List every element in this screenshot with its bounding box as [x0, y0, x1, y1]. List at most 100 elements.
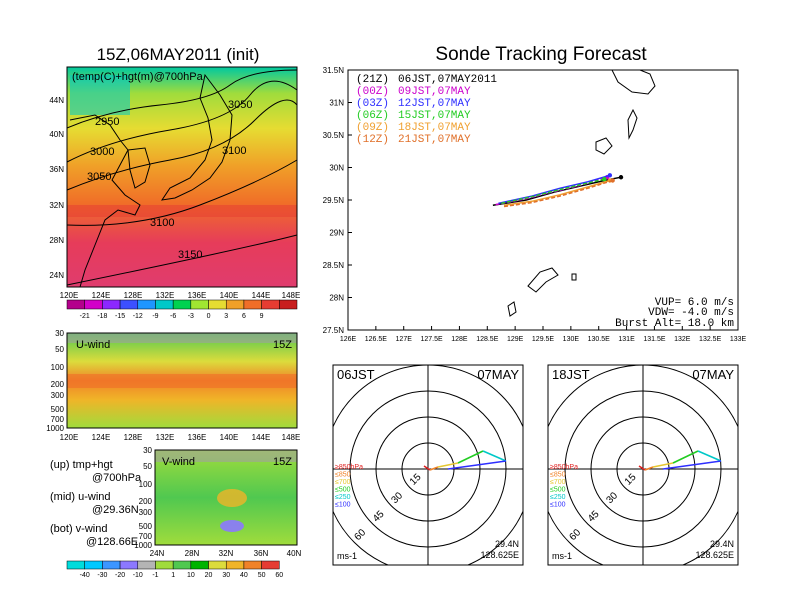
contour-2950 [66, 69, 298, 129]
temp-colorbar-label: -3 [188, 313, 194, 320]
cold-patch [70, 75, 130, 115]
wind-colorbar-label: -40 [80, 572, 90, 579]
legend-tag: (09Z) [356, 122, 389, 134]
u-lon-ticks: 120E 124E 128E 132E 136E 140E 144E 148E [60, 433, 301, 442]
hodograph-segment [652, 462, 674, 468]
track-lon-tick: 128.5E [476, 336, 499, 343]
map-lat-ticks: 44N 40N 36N 32N 28N 24N [49, 96, 64, 280]
hodograph-level-label: ≤500 [550, 487, 566, 494]
coastline [69, 114, 141, 288]
track-line-3 [501, 178, 605, 205]
track-endpoint [618, 175, 624, 180]
temp-colorbar-label: 3 [224, 313, 228, 320]
legend-time: 21JST,07MAY [398, 134, 471, 146]
wind-colorbar-swatch [190, 560, 209, 570]
hodograph-segment [457, 450, 484, 464]
temp-colorbar-label: 9 [260, 313, 264, 320]
v-wind-time: 15Z [273, 456, 292, 468]
track-lat-tick: 28N [329, 294, 344, 303]
wind-colorbar-label: 40 [240, 572, 248, 579]
hodograph-level-label: ≤250 [550, 494, 566, 501]
map-lat-tick: 32N [49, 201, 64, 210]
u-lon-tick: 140E [220, 433, 239, 442]
contour-3100 [66, 159, 298, 226]
map-lon-tick: 128E [124, 291, 143, 300]
track-endpoint [602, 177, 607, 182]
u-wind-frame [66, 332, 298, 429]
track-endpoint [610, 178, 615, 183]
wind-colorbar-swatch [155, 560, 174, 570]
temp-colorbar-swatch [172, 299, 192, 310]
v-p-tick: 50 [143, 462, 152, 471]
legend-time: 06JST,07MAY2011 [398, 74, 497, 86]
hodograph-segment [644, 466, 654, 471]
u-p-tick: 500 [51, 405, 65, 414]
u-lon-tick: 144E [252, 433, 271, 442]
wind-colorbar-label: -1 [152, 572, 158, 579]
map-lat-tick: 36N [49, 165, 64, 174]
wind-colorbar-label: 50 [258, 572, 266, 579]
hodograph-lon: 128.625E [480, 550, 519, 560]
hodograph-unit: ms-1 [337, 551, 357, 561]
wind-colorbar-label: -10 [133, 572, 143, 579]
temp-colorbar-swatch [119, 299, 139, 310]
hodograph-segment [423, 465, 431, 471]
track-lon-tick: 127E [396, 336, 413, 343]
track-line-4 [503, 179, 611, 206]
wind-colorbar-swatch [225, 560, 245, 570]
u-p-tick: 700 [51, 415, 65, 424]
launch-params: VUP= 6.0 m/s VDW= -4.0 m/s Burst Alt= 18… [615, 297, 734, 330]
wind-colorbar-swatch [119, 560, 139, 570]
map-lon-tick: 132E [156, 291, 175, 300]
v-lat-tick: 28N [185, 549, 200, 558]
hodograph-segment [437, 462, 459, 468]
hodograph-level-label: ≤850 [550, 472, 566, 479]
u-p-tick: 50 [55, 345, 64, 354]
v-wind-gray-layer [155, 450, 297, 462]
u-lon-tick: 128E [124, 433, 143, 442]
temp-colorbar-label: -21 [80, 313, 90, 320]
track-lon-tick: 131.5E [643, 336, 666, 343]
temp-colorbar-label: -9 [152, 313, 158, 320]
map-lon-tick: 120E [60, 291, 79, 300]
temp-colorbar-swatch [102, 299, 121, 310]
u-lon-tick: 148E [282, 433, 301, 442]
temp-colorbar-swatch [190, 299, 209, 310]
u-lon-tick: 120E [60, 433, 79, 442]
v-lat-tick: 24N [150, 549, 165, 558]
track-lon-tick: 129E [507, 336, 524, 343]
temp-colorbar-label: -15 [115, 313, 125, 320]
map-lat-tick: 44N [49, 96, 64, 105]
wind-colorbar-swatch [243, 560, 262, 570]
legend-time: 12JST,07MAY [398, 98, 471, 110]
panel-notes: (up) tmp+hgt @700hPa (mid) u-wind @29.36… [50, 459, 142, 548]
u-lon-tick: 136E [188, 433, 207, 442]
temp-colorbar-swatch [66, 299, 85, 310]
u-p-tick: 200 [51, 380, 65, 389]
wind-colorbar: -40 -30 -20 -10 -1 1 10 20 30 40 50 60 [66, 560, 283, 579]
temp-colorbar-swatch [243, 299, 262, 310]
note-mid: (mid) u-wind [50, 491, 111, 503]
legend-time: 18JST,07MAY [398, 122, 471, 134]
v-pressure-ticks: 30 50 100 200 300 500 700 1000 [134, 446, 152, 550]
hodograph-level-label: ≥850hPa [335, 464, 363, 471]
hodograph-segment [482, 450, 507, 462]
contour-labels: 2950 3000 3050 3050 3100 3100 3150 [87, 99, 252, 261]
tokunoshima-coast [507, 301, 517, 317]
hodograph-lon: 128.625E [695, 550, 734, 560]
wind-colorbar-label: 10 [187, 572, 195, 579]
contour-label-3000: 3000 [90, 146, 114, 158]
wind-colorbar-label: 30 [222, 572, 230, 579]
vdw-text: VDW= -4.0 m/s [648, 307, 734, 319]
hodograph-level-label: ≤100 [550, 502, 566, 509]
track-endpoint [607, 173, 613, 178]
legend-tag: (06Z) [356, 110, 389, 122]
legend-tag: (21Z) [356, 74, 389, 86]
hodograph-time: 18JST [552, 367, 590, 382]
u-wind-time: 15Z [273, 339, 292, 351]
hodograph-lat: 29.4N [710, 539, 734, 549]
map-lat-tick: 40N [49, 130, 64, 139]
v-wind-cold-patch [220, 520, 244, 532]
u-wind-title: U-wind [76, 339, 110, 351]
